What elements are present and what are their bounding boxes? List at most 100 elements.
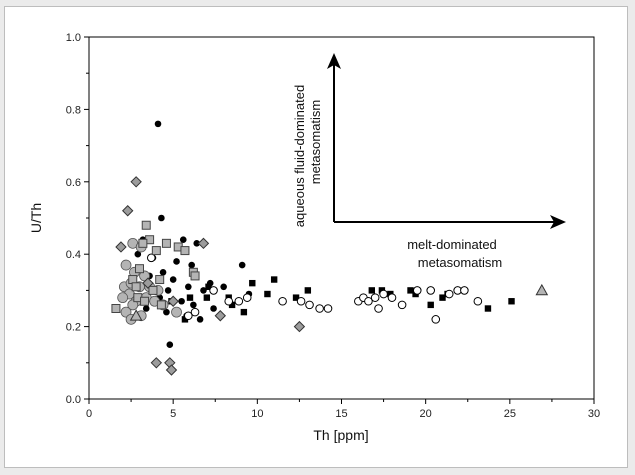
data-point (140, 296, 150, 306)
y-tick-label: 0.4 (66, 249, 81, 261)
data-point (197, 237, 210, 250)
x-axis: 0 5 10 15 20 25 30 (86, 399, 600, 420)
data-point (364, 296, 373, 306)
data-point (117, 292, 129, 304)
data-point (165, 364, 178, 376)
data-point (142, 305, 150, 312)
x-tick-label: 20 (420, 408, 432, 420)
data-point (368, 287, 375, 294)
data-point (181, 316, 189, 323)
data-point (186, 294, 194, 301)
annotation-right: melt-dominated metasomatism (334, 215, 566, 270)
x-tick-label: 5 (170, 408, 176, 420)
data-point (535, 283, 549, 296)
annotation-up-line1: aqueous fluid-dominated (292, 85, 307, 227)
y-tick-label: 0.2 (66, 322, 81, 334)
data-point (238, 261, 246, 269)
y-tick-label: 0.6 (66, 177, 81, 189)
data-point (210, 305, 217, 312)
data-point (188, 261, 195, 269)
x-tick-label: 25 (504, 408, 516, 420)
data-point (473, 296, 483, 306)
data-point (242, 293, 252, 302)
data-point (179, 236, 187, 244)
data-point (296, 296, 306, 306)
annotation-right-line2: metasomatism (418, 255, 503, 270)
data-point (166, 341, 174, 349)
data-point (171, 306, 182, 318)
data-point (508, 298, 515, 305)
data-point (292, 294, 300, 301)
x-tick-label: 0 (86, 408, 92, 420)
y-tick-label: 0.8 (66, 104, 81, 116)
x-tick-label: 15 (335, 408, 347, 420)
data-point (427, 301, 434, 309)
data-point (203, 294, 211, 301)
data-point (178, 297, 185, 305)
data-point (323, 304, 333, 313)
data-point (278, 296, 287, 306)
data-point (184, 311, 193, 321)
data-point (209, 286, 218, 295)
data-point (200, 287, 207, 294)
scatter-chart: 0 5 10 15 20 25 30 0.0 0.2 0.4 0.6 0.8 1.0 Th [ppm]… (28, 32, 600, 443)
data-point (293, 320, 306, 333)
data-point (127, 299, 139, 311)
y-axis: 0.0 0.2 0.4 0.6 0.8 1.0 (66, 32, 89, 406)
data-point (431, 315, 441, 324)
data-points (111, 120, 549, 376)
data-point (224, 296, 234, 306)
data-point (146, 253, 156, 263)
x-tick-label: 30 (588, 408, 600, 420)
data-point (131, 282, 141, 292)
data-point (158, 214, 165, 222)
data-point (190, 307, 200, 317)
data-point (115, 241, 127, 253)
data-point (156, 300, 166, 310)
data-point (155, 275, 165, 285)
data-point (163, 308, 170, 316)
data-point (190, 301, 197, 309)
data-point (196, 316, 204, 323)
data-point (141, 220, 151, 230)
data-point (240, 308, 248, 316)
right-arrow-head (550, 215, 566, 229)
data-point (234, 296, 244, 306)
data-point (164, 287, 172, 294)
y-tick-label: 0.0 (66, 394, 81, 406)
chart-frame: 0 5 10 15 20 25 30 0.0 0.2 0.4 0.6 0.8 1.0 Th [ppm]… (4, 6, 628, 468)
data-point (151, 246, 161, 256)
data-point (460, 286, 469, 295)
data-point (120, 259, 132, 271)
data-point (444, 289, 454, 299)
data-point (379, 289, 388, 299)
data-point (270, 276, 278, 283)
y-tick-label: 1.0 (66, 32, 81, 44)
data-point (407, 287, 414, 294)
annotation-up: aqueous fluid-dominated metasomatism (292, 53, 341, 227)
data-point (130, 176, 142, 188)
x-axis-title: Th [ppm] (313, 427, 368, 443)
data-point (439, 294, 446, 301)
data-point (220, 283, 227, 291)
data-point (387, 293, 397, 302)
data-point (122, 205, 134, 217)
data-point (264, 290, 271, 298)
annotation-right-line1: melt-dominated (407, 237, 497, 252)
y-axis-title: U/Th (28, 203, 44, 233)
data-point (397, 300, 407, 310)
data-point (142, 277, 154, 289)
data-point (134, 250, 142, 258)
data-point (159, 269, 167, 276)
data-point (111, 304, 121, 313)
x-tick-label: 10 (251, 408, 263, 420)
data-point (193, 240, 201, 247)
data-point (148, 285, 158, 295)
data-point (167, 295, 179, 307)
data-point (426, 286, 436, 295)
data-point (205, 283, 212, 290)
data-point (484, 305, 492, 312)
data-point (228, 301, 236, 309)
plot-area (88, 36, 595, 400)
data-point (173, 258, 180, 265)
